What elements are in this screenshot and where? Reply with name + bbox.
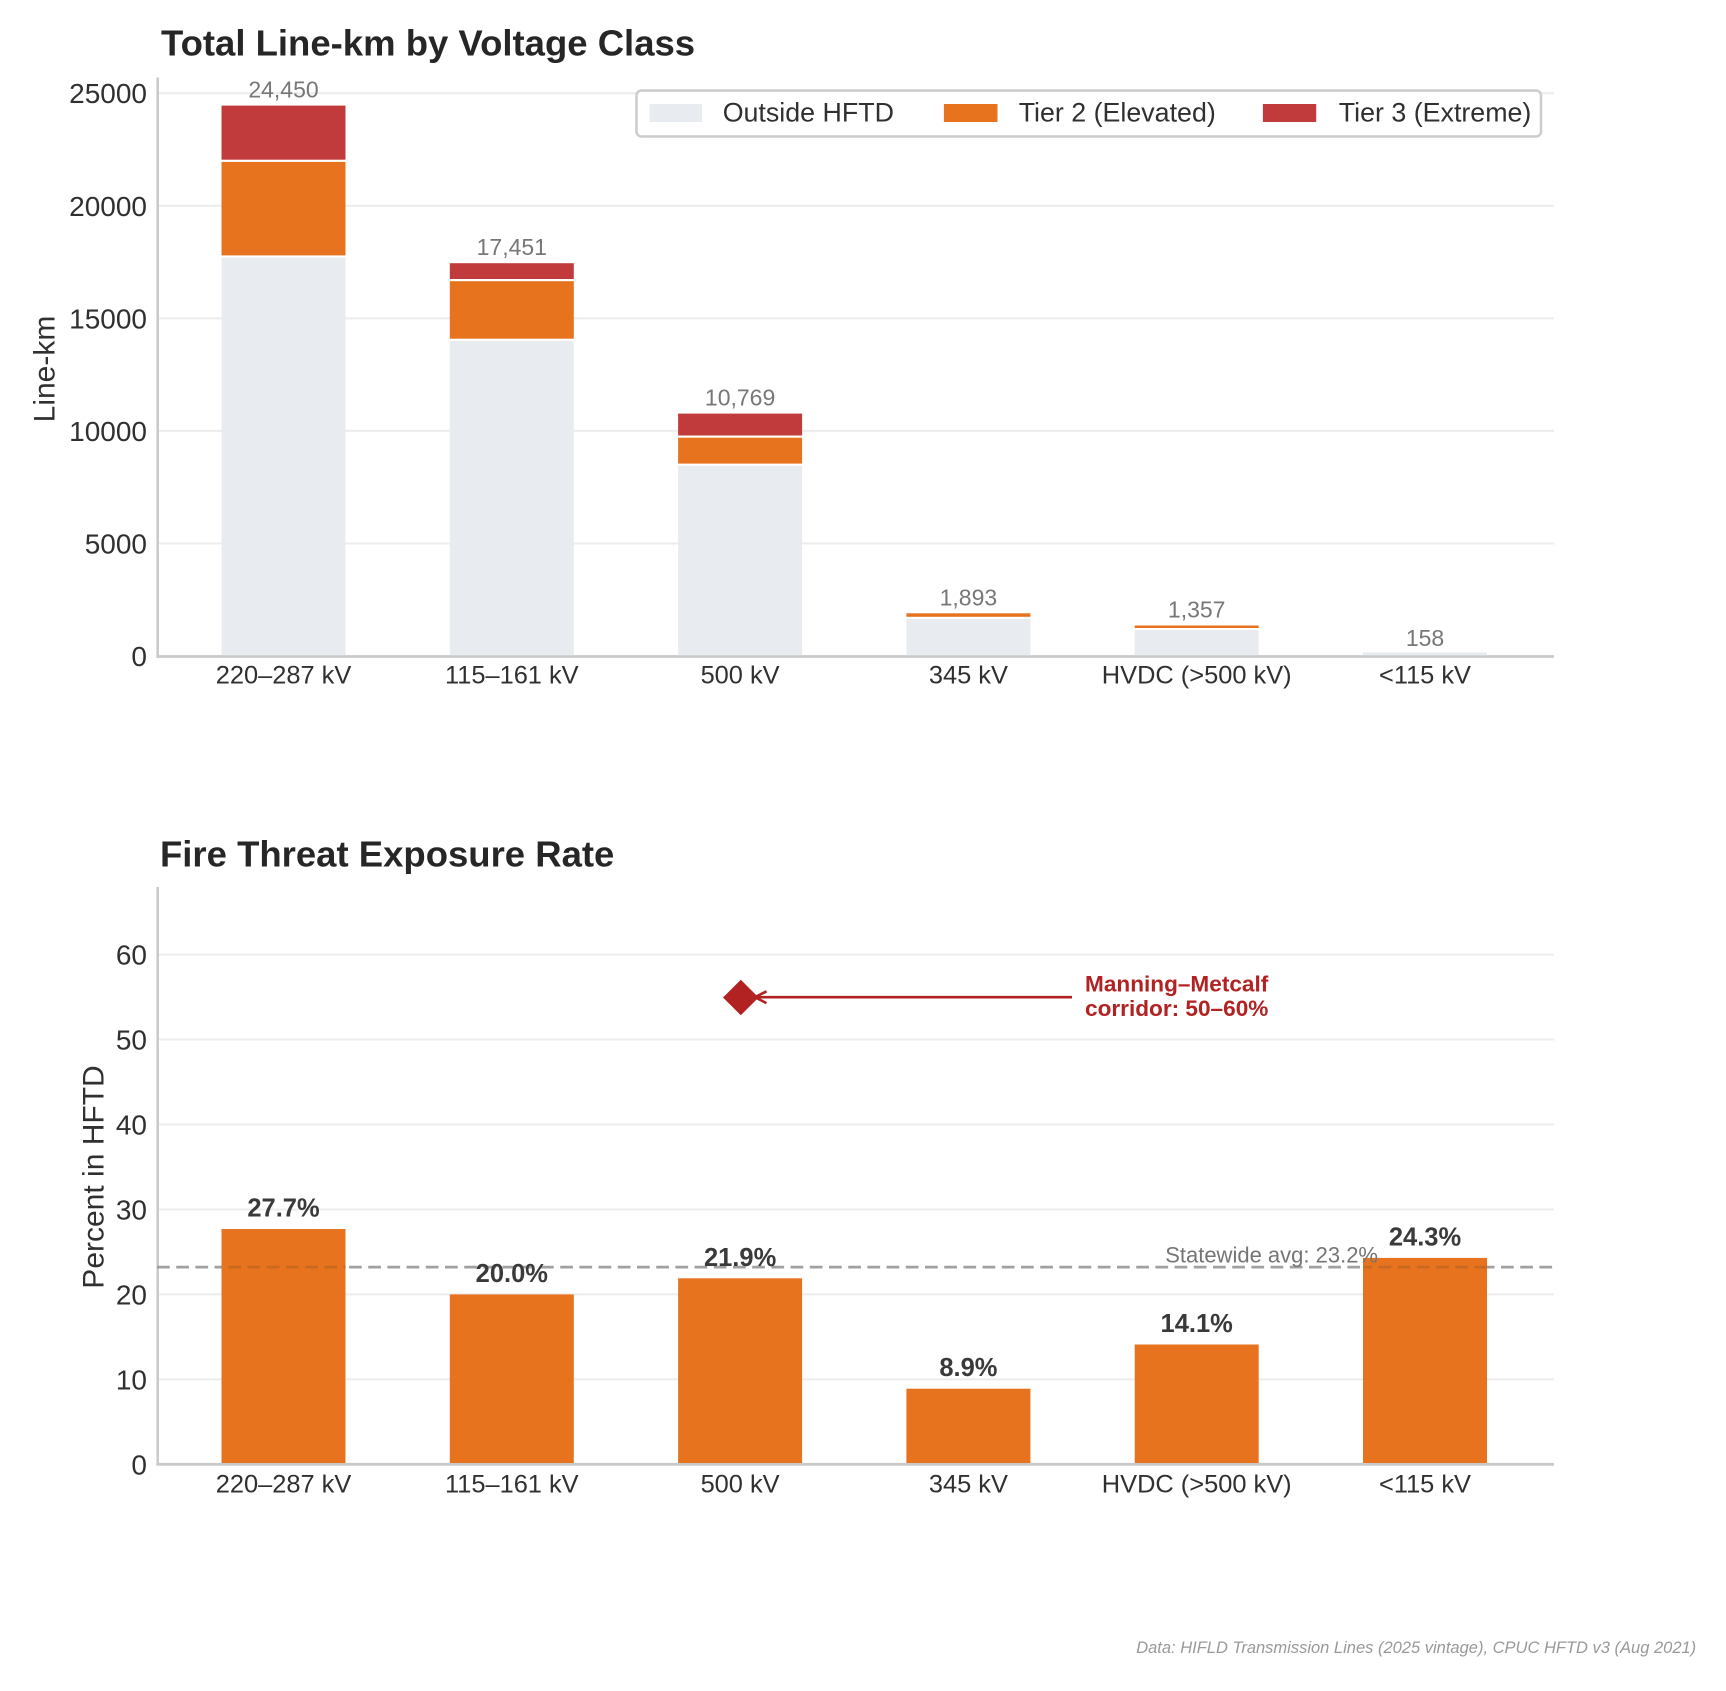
svg-text:0: 0: [131, 641, 147, 672]
svg-text:<115 kV: <115 kV: [1379, 662, 1471, 690]
svg-text:Data: HIFLD Transmission Lines: Data: HIFLD Transmission Lines (2025 vin…: [1136, 1639, 1696, 1657]
svg-text:220–287 kV: 220–287 kV: [216, 1471, 352, 1499]
svg-text:10: 10: [116, 1364, 147, 1395]
svg-text:1,893: 1,893: [940, 584, 998, 610]
svg-text:40: 40: [116, 1110, 147, 1141]
svg-text:Tier 2 (Elevated): Tier 2 (Elevated): [1019, 98, 1216, 128]
svg-text:Outside HFTD: Outside HFTD: [723, 98, 894, 128]
svg-text:27.7%: 27.7%: [247, 1195, 319, 1223]
svg-text:Percent in HFTD: Percent in HFTD: [77, 1065, 110, 1288]
svg-text:21.9%: 21.9%: [704, 1244, 776, 1272]
svg-text:24,450: 24,450: [248, 77, 318, 103]
svg-text:Manning–Metcalf: Manning–Metcalf: [1085, 972, 1269, 997]
svg-text:115–161 kV: 115–161 kV: [445, 662, 579, 690]
svg-text:1,357: 1,357: [1168, 597, 1226, 623]
svg-text:15000: 15000: [69, 303, 147, 334]
svg-text:115–161 kV: 115–161 kV: [445, 1471, 579, 1499]
svg-text:345 kV: 345 kV: [929, 1471, 1008, 1499]
svg-text:5000: 5000: [85, 529, 147, 560]
svg-text:<115 kV: <115 kV: [1379, 1471, 1471, 1499]
svg-text:220–287 kV: 220–287 kV: [216, 662, 352, 690]
svg-text:HVDC (>500 kV): HVDC (>500 kV): [1102, 1471, 1292, 1499]
svg-text:30: 30: [116, 1194, 147, 1225]
svg-text:10,769: 10,769: [705, 385, 775, 411]
svg-text:Total Line-km by Voltage Class: Total Line-km by Voltage Class: [161, 23, 695, 64]
svg-text:345 kV: 345 kV: [929, 662, 1008, 690]
svg-text:20: 20: [116, 1279, 147, 1310]
svg-text:25000: 25000: [69, 78, 147, 109]
svg-text:14.1%: 14.1%: [1161, 1310, 1233, 1338]
svg-text:Line-km: Line-km: [29, 316, 62, 423]
svg-text:Tier 3 (Extreme): Tier 3 (Extreme): [1339, 98, 1532, 128]
svg-text:60: 60: [116, 940, 147, 971]
svg-text:50: 50: [116, 1025, 147, 1056]
svg-text:158: 158: [1406, 625, 1444, 651]
svg-text:HVDC (>500 kV): HVDC (>500 kV): [1102, 662, 1292, 690]
svg-text:20000: 20000: [69, 191, 147, 222]
svg-text:10000: 10000: [69, 416, 147, 447]
svg-text:Fire Threat Exposure Rate: Fire Threat Exposure Rate: [160, 833, 614, 874]
svg-text:8.9%: 8.9%: [939, 1354, 997, 1382]
svg-text:corridor: 50–60%: corridor: 50–60%: [1085, 996, 1268, 1021]
svg-text:24.3%: 24.3%: [1389, 1223, 1461, 1251]
svg-text:20.0%: 20.0%: [476, 1260, 548, 1288]
svg-text:17,451: 17,451: [477, 234, 547, 260]
svg-text:0: 0: [131, 1449, 147, 1480]
svg-text:Statewide avg: 23.2%: Statewide avg: 23.2%: [1165, 1242, 1378, 1267]
svg-text:500 kV: 500 kV: [701, 1471, 780, 1499]
svg-text:500 kV: 500 kV: [701, 662, 780, 690]
